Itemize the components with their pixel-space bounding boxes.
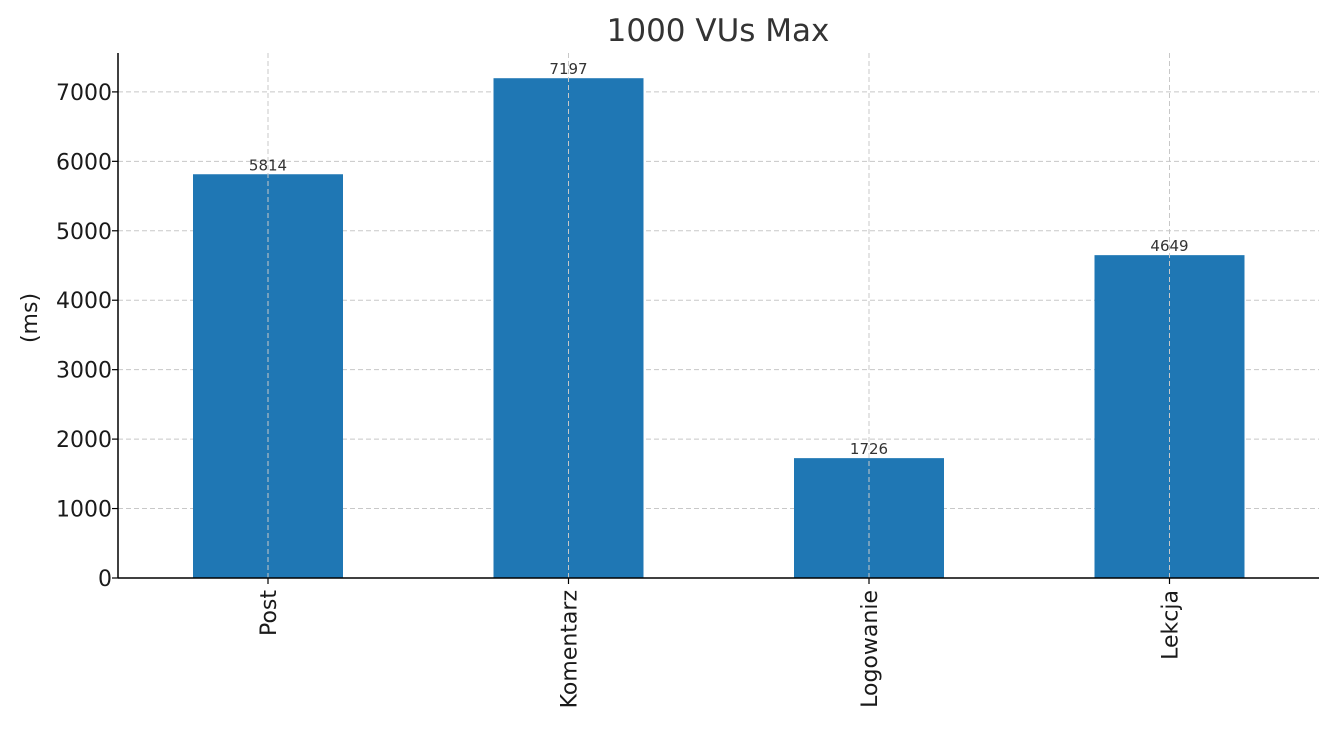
y-tick-label: 7000 [56, 81, 112, 106]
y-tick-label: 2000 [56, 428, 112, 453]
bar-value-label: 1726 [850, 440, 888, 458]
y-tick-label: 4000 [56, 289, 112, 314]
bar-value-labels: 5814 7197 1726 4649 [249, 60, 1189, 458]
y-axis-ticks: 0 1000 2000 3000 4000 5000 6000 7000 [56, 81, 118, 592]
chart-title: 1000 VUs Max [607, 13, 830, 49]
x-axis-ticks: Post Komentarz Logowanie Lekcja [257, 578, 1184, 708]
bar-value-label: 4649 [1150, 237, 1188, 255]
x-tick-label: Post [257, 590, 282, 636]
y-tick-label: 1000 [56, 498, 112, 523]
vertical-grid-lines [267, 53, 1170, 578]
bar-value-label: 5814 [249, 156, 287, 174]
y-tick-label: 3000 [56, 359, 112, 384]
bar-value-label: 7197 [549, 60, 587, 78]
x-tick-label: Logowanie [858, 590, 883, 708]
axes [117, 53, 1319, 579]
bars [193, 78, 1245, 578]
y-tick-label: 6000 [56, 150, 112, 175]
y-axis-title: (ms) [18, 293, 43, 343]
y-tick-label: 5000 [56, 220, 112, 245]
x-tick-label: Komentarz [558, 590, 583, 708]
x-tick-label: Lekcja [1159, 590, 1184, 660]
y-tick-label: 0 [98, 567, 112, 592]
